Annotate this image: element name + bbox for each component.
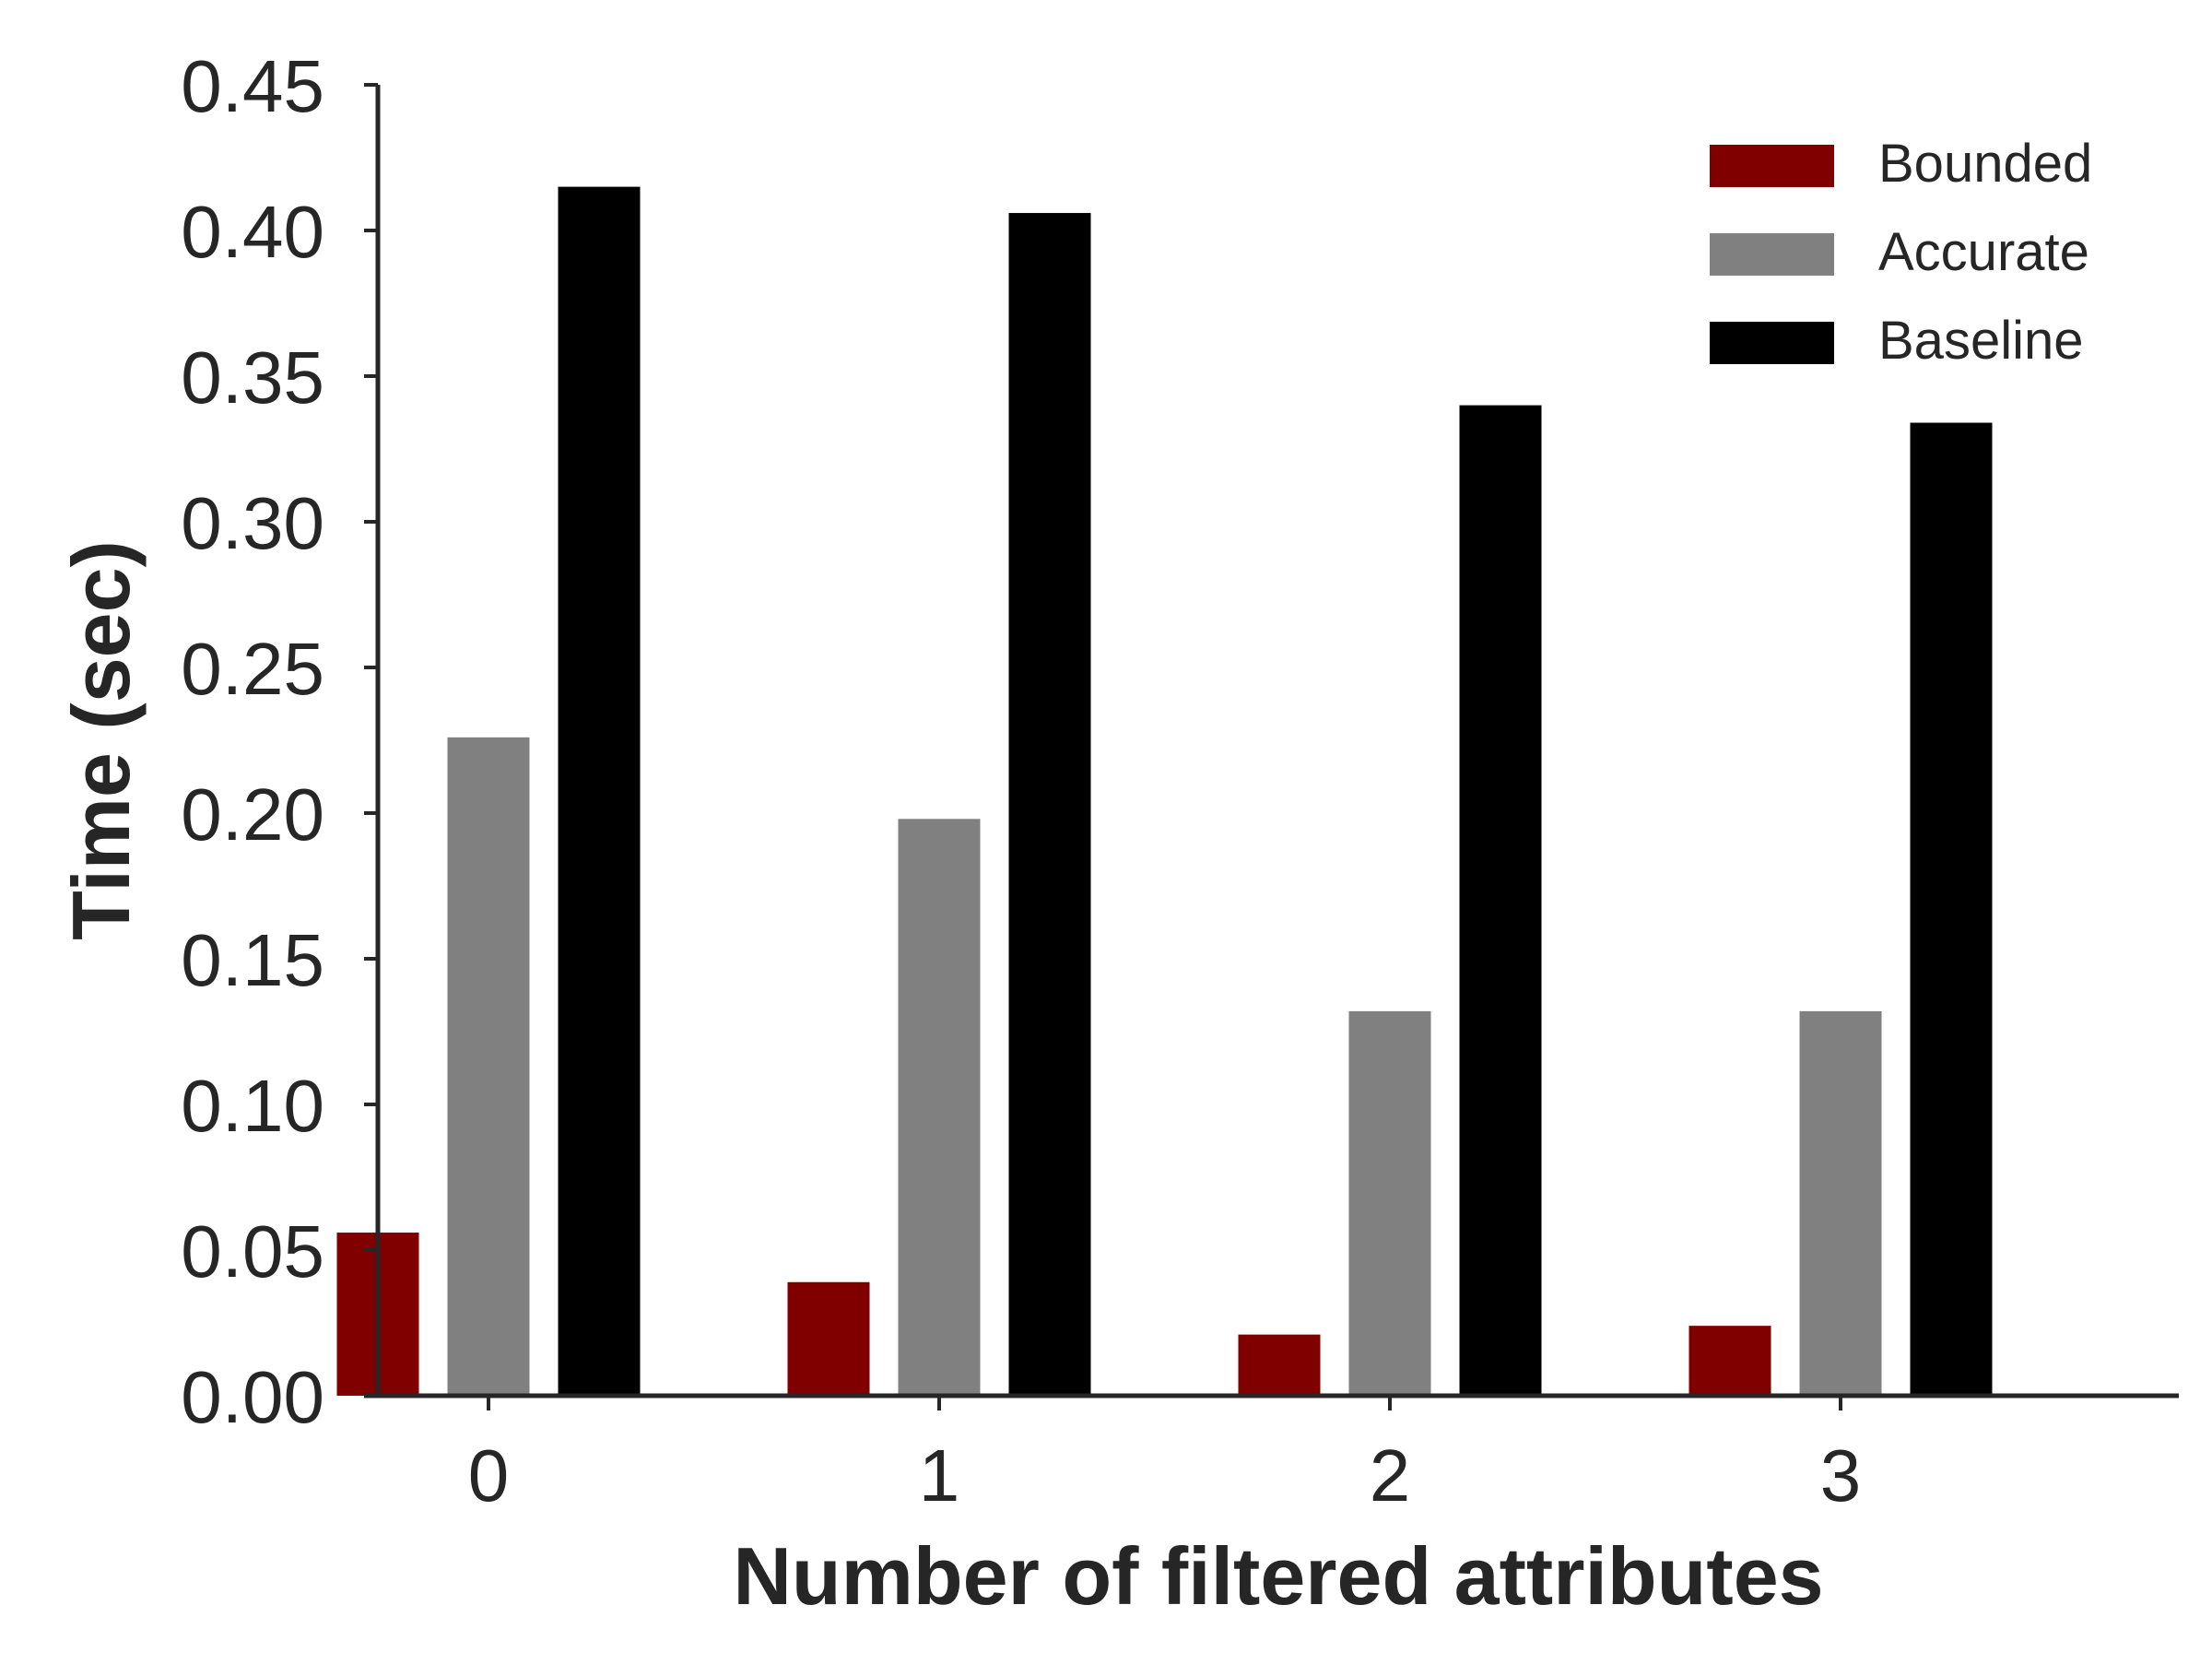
- legend-swatch-accurate: [1710, 233, 1834, 276]
- bar-accurate-3: [1799, 1010, 1882, 1396]
- y-tick-label: 0.40: [181, 191, 324, 273]
- y-tick-label: 0.15: [181, 919, 324, 1001]
- bar-bounded-3: [1688, 1326, 1771, 1396]
- legend-label-baseline: Baseline: [1878, 311, 2083, 371]
- x-axis-title: Number of filtered attributes: [733, 1530, 1823, 1622]
- y-ticks: 0.00 0.05 0.10 0.15 0.20 0.25 0.30 0.35 0.40 0.45: [181, 45, 378, 1438]
- x-tick-label: 3: [1820, 1434, 1862, 1516]
- y-tick-label: 0.05: [181, 1210, 324, 1292]
- y-tick-label: 0.20: [181, 773, 324, 856]
- bar-baseline-0: [558, 186, 641, 1397]
- x-tick-label: 2: [1370, 1434, 1411, 1516]
- y-tick-label: 0.25: [181, 628, 324, 710]
- bar-baseline-1: [1008, 213, 1091, 1396]
- bar-accurate-1: [898, 819, 981, 1396]
- y-tick-label: 0.10: [181, 1065, 324, 1147]
- bar-baseline-2: [1459, 405, 1542, 1397]
- x-tick-label: 0: [468, 1434, 510, 1516]
- x-ticks: 0 1 2 3: [468, 1396, 1862, 1516]
- y-axis-title: Time (sec): [55, 540, 147, 940]
- axes-layer: [364, 85, 2179, 1398]
- legend-swatch-baseline: [1710, 322, 1834, 364]
- bar-accurate-2: [1348, 1010, 1431, 1396]
- y-tick-label: 0.00: [181, 1356, 324, 1438]
- y-tick-label: 0.35: [181, 336, 324, 419]
- y-tick-label: 0.45: [181, 45, 324, 127]
- y-tick-label: 0.30: [181, 482, 324, 564]
- bar-accurate-0: [447, 737, 530, 1396]
- bars-layer: [336, 186, 1993, 1397]
- x-tick-label: 1: [919, 1434, 960, 1516]
- bar-baseline-3: [1910, 422, 1993, 1396]
- legend-label-bounded: Bounded: [1878, 134, 2092, 194]
- legend-label-accurate: Accurate: [1878, 222, 2089, 282]
- bar-bounded-1: [787, 1281, 870, 1396]
- legend-swatch-bounded: [1710, 145, 1834, 187]
- legend: Bounded Accurate Baseline: [1710, 134, 2092, 371]
- bar-bounded-2: [1238, 1334, 1321, 1396]
